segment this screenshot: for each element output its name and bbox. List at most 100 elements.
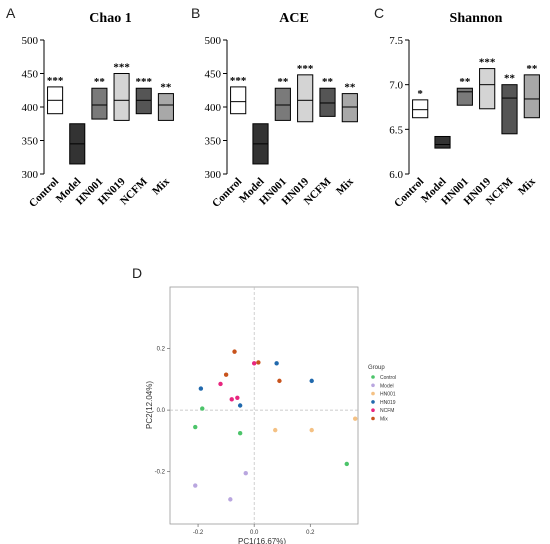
point-hn001 <box>352 416 358 421</box>
y-tick-label: 7.0 <box>389 80 403 92</box>
panel-label: A <box>6 5 16 21</box>
box-panel-b: B ACE300350400450500***ControlModel**HN00… <box>191 5 358 210</box>
box-ncfm <box>501 84 518 135</box>
legend-label: HN019 <box>380 400 396 406</box>
y-tick-label: 350 <box>205 136 222 148</box>
legend-label: NCFM <box>380 408 394 414</box>
box-hn001 <box>456 87 473 106</box>
point-mix <box>223 372 229 377</box>
category-label: Mix <box>334 175 356 197</box>
legend-marker <box>371 408 375 413</box>
y-axis-label: PC2(12.04%) <box>145 381 154 429</box>
legend-label: HN001 <box>380 392 396 398</box>
box-hn019 <box>479 68 496 110</box>
y-tick-label: 500 <box>22 35 39 47</box>
point-hn019 <box>237 403 243 408</box>
box-hn001 <box>274 87 291 121</box>
category-label: Mix <box>150 175 172 197</box>
point-hn019 <box>309 378 314 384</box>
box-hn019 <box>297 74 314 123</box>
x-tick-label: 0.2 <box>306 530 315 536</box>
panel-title: Chao 1 <box>89 11 131 26</box>
panel-title: ACE <box>279 11 309 26</box>
box-panel-a: A Chao 1300350400450500***ControlModel**H… <box>6 5 174 210</box>
box-ncfm <box>135 87 152 115</box>
box-control <box>412 99 429 119</box>
box-mix <box>523 74 540 119</box>
legend-marker <box>371 416 375 421</box>
point-ncfm <box>218 381 223 387</box>
legend-label: Control <box>380 375 396 381</box>
significance-label: *** <box>136 76 153 88</box>
legend-title: Group <box>368 365 385 371</box>
significance-label: ** <box>344 82 356 94</box>
pca-panel: D -0.2 0.0 0.2 -0.2 0.0 0.2 PC1(16.67%) PC2(12.0… <box>132 265 396 544</box>
point-hn019 <box>198 386 204 391</box>
point-mix <box>232 349 237 354</box>
significance-label: ** <box>160 82 172 94</box>
y-tick-label: 350 <box>22 136 39 148</box>
significance-label: *** <box>479 57 496 69</box>
point-control <box>193 424 198 430</box>
significance-label: ** <box>526 63 538 75</box>
x-tick-label: -0.2 <box>193 530 204 536</box>
legend-marker <box>371 383 375 388</box>
panel-label: C <box>374 5 384 21</box>
y-tick-label: 7.5 <box>389 35 403 47</box>
significance-label: ** <box>322 76 334 88</box>
y-tick-label: -0.2 <box>155 470 166 476</box>
point-ncfm <box>251 361 257 366</box>
box-model <box>434 135 451 149</box>
point-model <box>243 471 248 476</box>
point-ncfm <box>235 395 240 401</box>
box-mix <box>341 93 358 123</box>
legend-label: Mix <box>380 417 388 423</box>
significance-label: ** <box>459 76 471 88</box>
y-tick-label: 450 <box>205 69 222 81</box>
point-hn001 <box>309 427 314 433</box>
significance-label: *** <box>230 75 247 87</box>
y-tick-label: 500 <box>205 35 222 47</box>
point-ncfm <box>229 397 234 402</box>
y-tick-label: 450 <box>22 69 39 81</box>
significance-label: *** <box>297 63 314 75</box>
significance-label: ** <box>504 73 516 85</box>
point-hn019 <box>274 361 279 366</box>
point-model <box>193 483 198 488</box>
category-label: Mix <box>516 175 538 197</box>
x-tick-label: 0.0 <box>250 530 259 536</box>
y-tick-label: 0.0 <box>157 408 166 414</box>
point-mix <box>256 360 261 365</box>
significance-label: *** <box>47 75 64 87</box>
plot-frame <box>169 286 359 525</box>
significance-label: *** <box>113 62 130 74</box>
box-mix <box>157 93 174 121</box>
y-tick-label: 300 <box>22 169 39 181</box>
y-tick-label: 0.2 <box>157 347 166 353</box>
box-hn019 <box>113 73 130 121</box>
point-hn001 <box>273 427 278 433</box>
significance-label: * <box>417 88 423 100</box>
box-control <box>230 86 247 115</box>
significance-label: ** <box>277 76 289 88</box>
legend-label: Model <box>380 383 394 389</box>
y-tick-label: 400 <box>22 102 39 114</box>
significance-label: ** <box>94 76 106 88</box>
point-control <box>200 406 205 411</box>
legend-marker <box>371 391 375 396</box>
legend-marker <box>371 400 375 404</box>
panel-label: D <box>132 265 142 281</box>
point-control <box>237 431 243 436</box>
y-tick-label: 6.0 <box>389 169 403 181</box>
panel-label: B <box>191 5 200 21</box>
legend-marker <box>371 375 375 379</box>
x-axis-label: PC1(16.67%) <box>238 537 286 544</box>
y-tick-label: 400 <box>205 102 222 114</box>
box-panel-c: C Shannon6.06.57.07.5*ControlModel**HN001… <box>374 5 540 210</box>
box-ncfm <box>319 87 336 117</box>
y-tick-label: 300 <box>205 169 222 181</box>
panel-title: Shannon <box>450 11 503 26</box>
point-mix <box>277 378 282 384</box>
y-tick-label: 6.5 <box>389 124 403 136</box>
